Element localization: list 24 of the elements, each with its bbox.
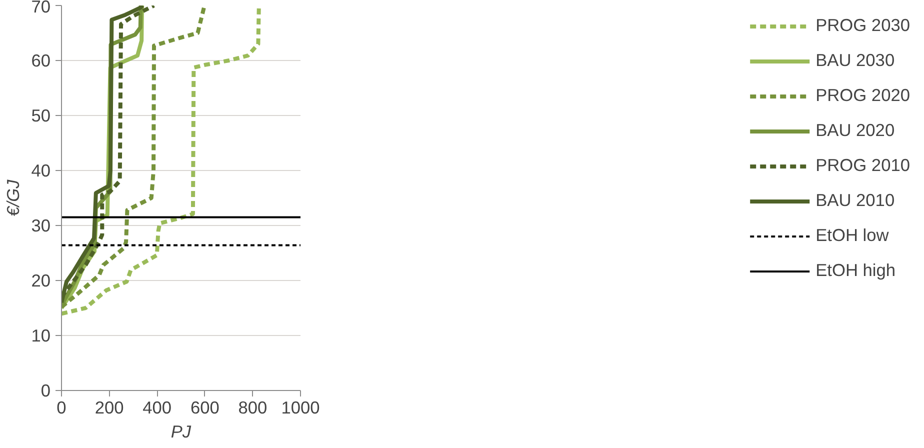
y-tick-label: 20 (31, 270, 51, 290)
x-tick-label: 0 (56, 398, 66, 418)
y-tick-label: 0 (40, 380, 51, 400)
y-axis-title: €/GJ (3, 179, 24, 216)
legend-label: BAU 2020 (816, 120, 895, 141)
y-tick-label: 40 (31, 160, 51, 180)
y-tick-label: 70 (31, 0, 51, 16)
legend-label: BAU 2030 (816, 50, 895, 71)
x-tick-label: 200 (94, 398, 124, 418)
x-tick-label: 600 (190, 398, 220, 418)
legend-label: EtOH high (816, 260, 896, 281)
legend-label: PROG 2010 (816, 155, 910, 176)
x-tick-label: 800 (238, 398, 268, 418)
x-tick-label: 1000 (281, 398, 320, 418)
y-tick-label: 10 (31, 326, 51, 346)
legend-label: BAU 2010 (816, 190, 895, 211)
legend-label: EtOH low (816, 225, 889, 246)
legend-label: PROG 2020 (816, 85, 910, 106)
y-tick-label: 60 (31, 50, 51, 70)
y-tick-label: 30 (31, 216, 51, 236)
x-tick-label: 400 (142, 398, 172, 418)
legend-label: PROG 2030 (816, 15, 910, 36)
y-tick-label: 50 (31, 106, 51, 126)
x-axis-title: PJ (170, 422, 192, 442)
